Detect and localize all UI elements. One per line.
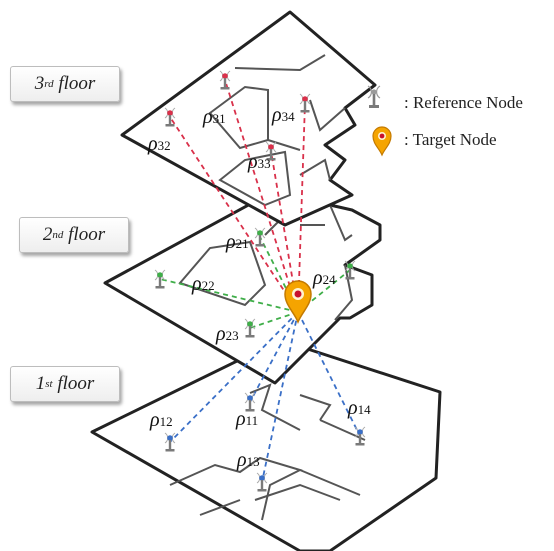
distance-label-21: ρ21 — [225, 231, 249, 253]
distance-label-34: ρ34 — [271, 104, 295, 126]
floor-label-1-word: floor — [57, 373, 95, 394]
reference-node-23-icon — [244, 318, 256, 338]
distance-label-11-id: 11 — [246, 413, 259, 428]
distance-label-11-symbol: ρ — [235, 408, 246, 430]
link-12 — [169, 311, 299, 443]
distance-label-13: ρ13 — [236, 449, 260, 471]
distance-label-12-symbol: ρ — [149, 409, 160, 431]
distance-label-21-symbol: ρ — [225, 231, 236, 253]
distance-label-24: ρ24 — [312, 267, 336, 289]
floor-label-3-ord: 3 — [34, 73, 45, 94]
floor-3-outline — [120, 10, 377, 227]
distance-label-32-symbol: ρ — [147, 133, 158, 155]
reference-node-14-icon — [354, 426, 366, 446]
distance-label-14: ρ14 — [347, 397, 371, 419]
link-32 — [169, 116, 299, 313]
legend-reference-icon — [367, 85, 381, 108]
distance-label-24-id: 24 — [323, 272, 337, 287]
reference-node-13-icon — [256, 472, 268, 492]
distance-label-12-id: 12 — [160, 414, 173, 429]
reference-node-22-icon — [154, 269, 166, 289]
distance-label-14-id: 14 — [358, 402, 372, 417]
reference-node-21-icon — [254, 227, 266, 247]
distance-label-34-symbol: ρ — [271, 104, 282, 126]
legend: : Reference Node : Target Node — [367, 85, 523, 157]
distance-label-32-id: 32 — [158, 138, 171, 153]
distance-label-23: ρ23 — [215, 323, 239, 345]
distance-label-13-symbol: ρ — [236, 449, 247, 471]
reference-node-24-icon — [344, 260, 356, 280]
distance-label-33-id: 33 — [258, 156, 271, 171]
distance-label-33-symbol: ρ — [247, 151, 258, 173]
distance-label-12: ρ12 — [149, 409, 173, 431]
distance-label-24-symbol: ρ — [312, 267, 323, 289]
distance-label-21-id: 21 — [236, 236, 249, 251]
distance-label-22-symbol: ρ — [191, 273, 202, 295]
floor-label-3-word: floor — [58, 73, 96, 94]
reference-node-11-icon — [244, 392, 256, 412]
legend-reference-label: : Reference Node — [404, 93, 523, 112]
reference-node-31-icon — [219, 70, 231, 90]
distance-label-31: ρ31 — [202, 106, 226, 128]
distance-label-34-id: 34 — [282, 109, 296, 124]
distance-links — [159, 79, 361, 483]
link-22 — [159, 278, 299, 313]
distance-label-11: ρ11 — [235, 408, 258, 430]
distance-label-33: ρ33 — [247, 151, 271, 173]
distance-label-31-id: 31 — [213, 111, 226, 126]
legend-target-icon — [372, 126, 392, 157]
floor-2-walls — [178, 204, 354, 321]
link-34 — [297, 102, 306, 313]
floor-1-walls — [169, 383, 366, 521]
reference-node-34-icon — [299, 93, 311, 113]
floor-label-1-suffix: st — [45, 378, 53, 390]
legend-target-label: : Target Node — [404, 130, 497, 149]
distance-label-31-symbol: ρ — [202, 106, 213, 128]
floor-label-2-ord: 2 — [42, 224, 53, 245]
distance-label-13-id: 13 — [247, 454, 260, 469]
reference-node-33-icon — [265, 141, 277, 161]
floor-3-plan — [120, 10, 377, 227]
distance-label-23-id: 23 — [226, 328, 239, 343]
link-13 — [261, 311, 299, 483]
target-node-icon — [284, 280, 312, 325]
distance-label-14-symbol: ρ — [347, 397, 358, 419]
distance-label-22-id: 22 — [202, 278, 215, 293]
reference-node-32-icon — [164, 107, 176, 127]
link-11 — [249, 311, 299, 403]
distance-label-32: ρ32 — [147, 133, 171, 155]
floor-3-walls — [208, 54, 346, 207]
floor-label-2-suffix: nd — [52, 229, 64, 241]
reference-node-12-icon — [164, 432, 176, 452]
link-31 — [224, 79, 299, 313]
floor-label-3-suffix: rd — [44, 78, 54, 90]
distance-label-22: ρ22 — [191, 273, 215, 295]
distance-label-23-symbol: ρ — [215, 323, 226, 345]
reference-nodes — [154, 70, 366, 492]
floor-label-2-word: floor — [68, 224, 106, 245]
floor-label-1-ord: 1 — [35, 373, 46, 394]
